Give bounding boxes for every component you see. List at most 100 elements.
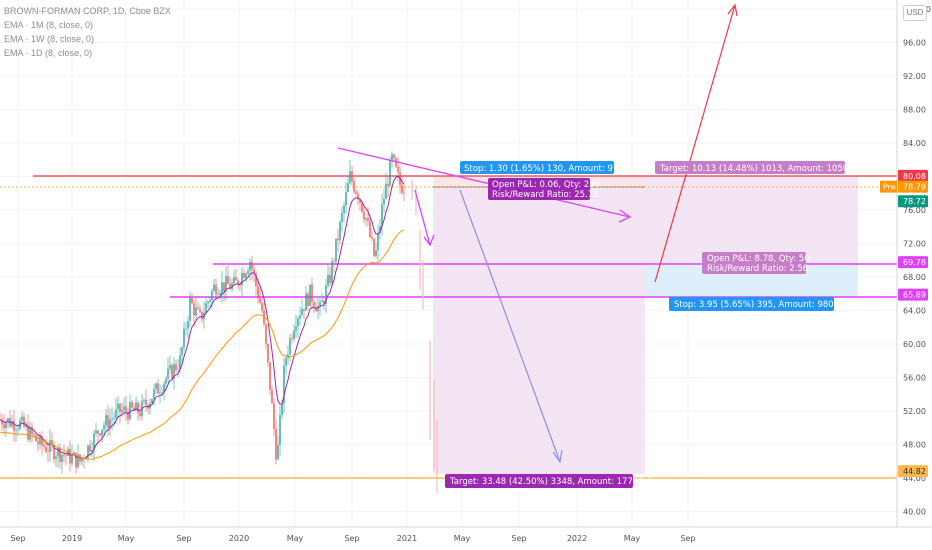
candle <box>379 218 381 240</box>
svg-text:80.08: 80.08 <box>903 172 926 181</box>
candle <box>117 396 119 419</box>
arrow-up-long[interactable] <box>654 4 736 283</box>
candle <box>163 380 165 401</box>
candle <box>261 297 263 314</box>
candle <box>365 217 367 227</box>
candle <box>171 362 173 380</box>
candle <box>159 384 161 404</box>
candle <box>97 429 99 445</box>
candle <box>295 314 297 338</box>
candle <box>403 183 405 202</box>
ema-1m-label[interactable]: EMA · 1M (8, close, 0) <box>4 20 94 30</box>
candle <box>313 299 315 314</box>
candle <box>193 299 195 327</box>
candle <box>393 153 395 161</box>
svg-text:78.72: 78.72 <box>903 197 926 206</box>
short-target-zone <box>433 187 645 474</box>
candle <box>49 429 51 463</box>
candle <box>107 404 109 436</box>
candle <box>187 316 189 339</box>
y-tick-label: 96.00 <box>903 39 926 48</box>
candle <box>125 396 127 421</box>
candle <box>65 453 67 466</box>
candle <box>293 324 295 342</box>
candle <box>367 206 369 227</box>
ema-1w-label[interactable]: EMA · 1W (8, close, 0) <box>4 34 95 44</box>
candle <box>329 267 331 287</box>
x-tick-label: 2021 <box>397 534 417 543</box>
candle <box>213 278 215 292</box>
candle <box>53 441 55 464</box>
candle <box>349 159 351 185</box>
candle <box>299 306 301 326</box>
arrow-head-up <box>727 3 738 17</box>
candle <box>359 198 361 211</box>
candle <box>251 255 253 280</box>
candle <box>287 344 289 365</box>
short-pnl-label: Open P&L: 0.06, Qty: 230 <box>492 180 600 190</box>
candle <box>147 403 149 415</box>
symbol-title[interactable]: BROWN-FORMAN CORP, 1D, Cboe BZX <box>4 6 171 16</box>
candle <box>87 444 89 463</box>
candle <box>3 414 5 435</box>
arrow-down-small[interactable] <box>414 189 431 246</box>
candle <box>127 407 129 425</box>
arrow-head-trend <box>618 209 632 223</box>
candle <box>333 257 335 273</box>
arrow-head-small <box>423 234 435 247</box>
candle <box>1 414 3 431</box>
candle <box>309 284 311 307</box>
short-position-tool[interactable] <box>433 176 645 474</box>
candle <box>235 268 237 281</box>
arrow-target-down[interactable] <box>459 189 561 463</box>
trendline-down[interactable] <box>337 147 631 218</box>
candle <box>373 237 375 258</box>
candle <box>39 432 41 450</box>
candle <box>141 393 143 421</box>
candle <box>29 421 31 443</box>
candle <box>183 321 185 352</box>
candle <box>195 296 197 321</box>
x-tick-label: Sep <box>680 534 695 543</box>
candle <box>89 439 91 457</box>
candle <box>307 291 309 310</box>
candle <box>315 301 317 312</box>
ema-1d-label[interactable]: EMA · 1D (8, close, 0) <box>4 48 93 58</box>
candle <box>233 270 235 285</box>
long-position-tool[interactable] <box>645 176 858 297</box>
candle <box>385 172 387 199</box>
candle <box>69 440 71 472</box>
y-tick-label: 56.00 <box>903 374 926 383</box>
candle <box>91 441 93 457</box>
chart-legend: BROWN-FORMAN CORP, 1D, Cboe BZX EMA · 1M… <box>4 4 171 60</box>
long-position-labels: Target: 10.13 (14.48%) 1013, Amount: 105… <box>655 161 862 311</box>
candle <box>341 206 343 232</box>
y-tick-label: 72.00 <box>903 240 926 249</box>
candle <box>275 419 277 465</box>
candle <box>223 282 225 302</box>
drawings[interactable] <box>337 3 738 464</box>
long-stop-label-bg <box>669 297 834 311</box>
currency-button[interactable]: USD <box>903 5 927 21</box>
candle <box>219 289 221 300</box>
svg-text:44.82: 44.82 <box>903 467 926 476</box>
candle <box>325 278 327 313</box>
candle <box>375 242 377 259</box>
candle <box>185 322 187 336</box>
candle <box>323 296 325 310</box>
svg-text:78.79: 78.79 <box>903 183 926 192</box>
candle <box>103 421 105 437</box>
long-pnl-label-bg <box>702 252 806 274</box>
y-tick-label: 64.00 <box>903 307 926 316</box>
x-axis-ticks[interactable]: Sep 2019 May Sep 2020 May Sep 2021 May Sep 2022 May… <box>10 534 695 543</box>
candle <box>155 382 157 394</box>
svg-text:65.89: 65.89 <box>903 291 926 300</box>
x-tick-label: Sep <box>176 534 191 543</box>
candle <box>105 409 107 431</box>
candle <box>199 304 201 315</box>
candle <box>301 299 303 317</box>
candle <box>133 404 135 411</box>
candle <box>25 420 27 431</box>
candle <box>249 258 251 281</box>
